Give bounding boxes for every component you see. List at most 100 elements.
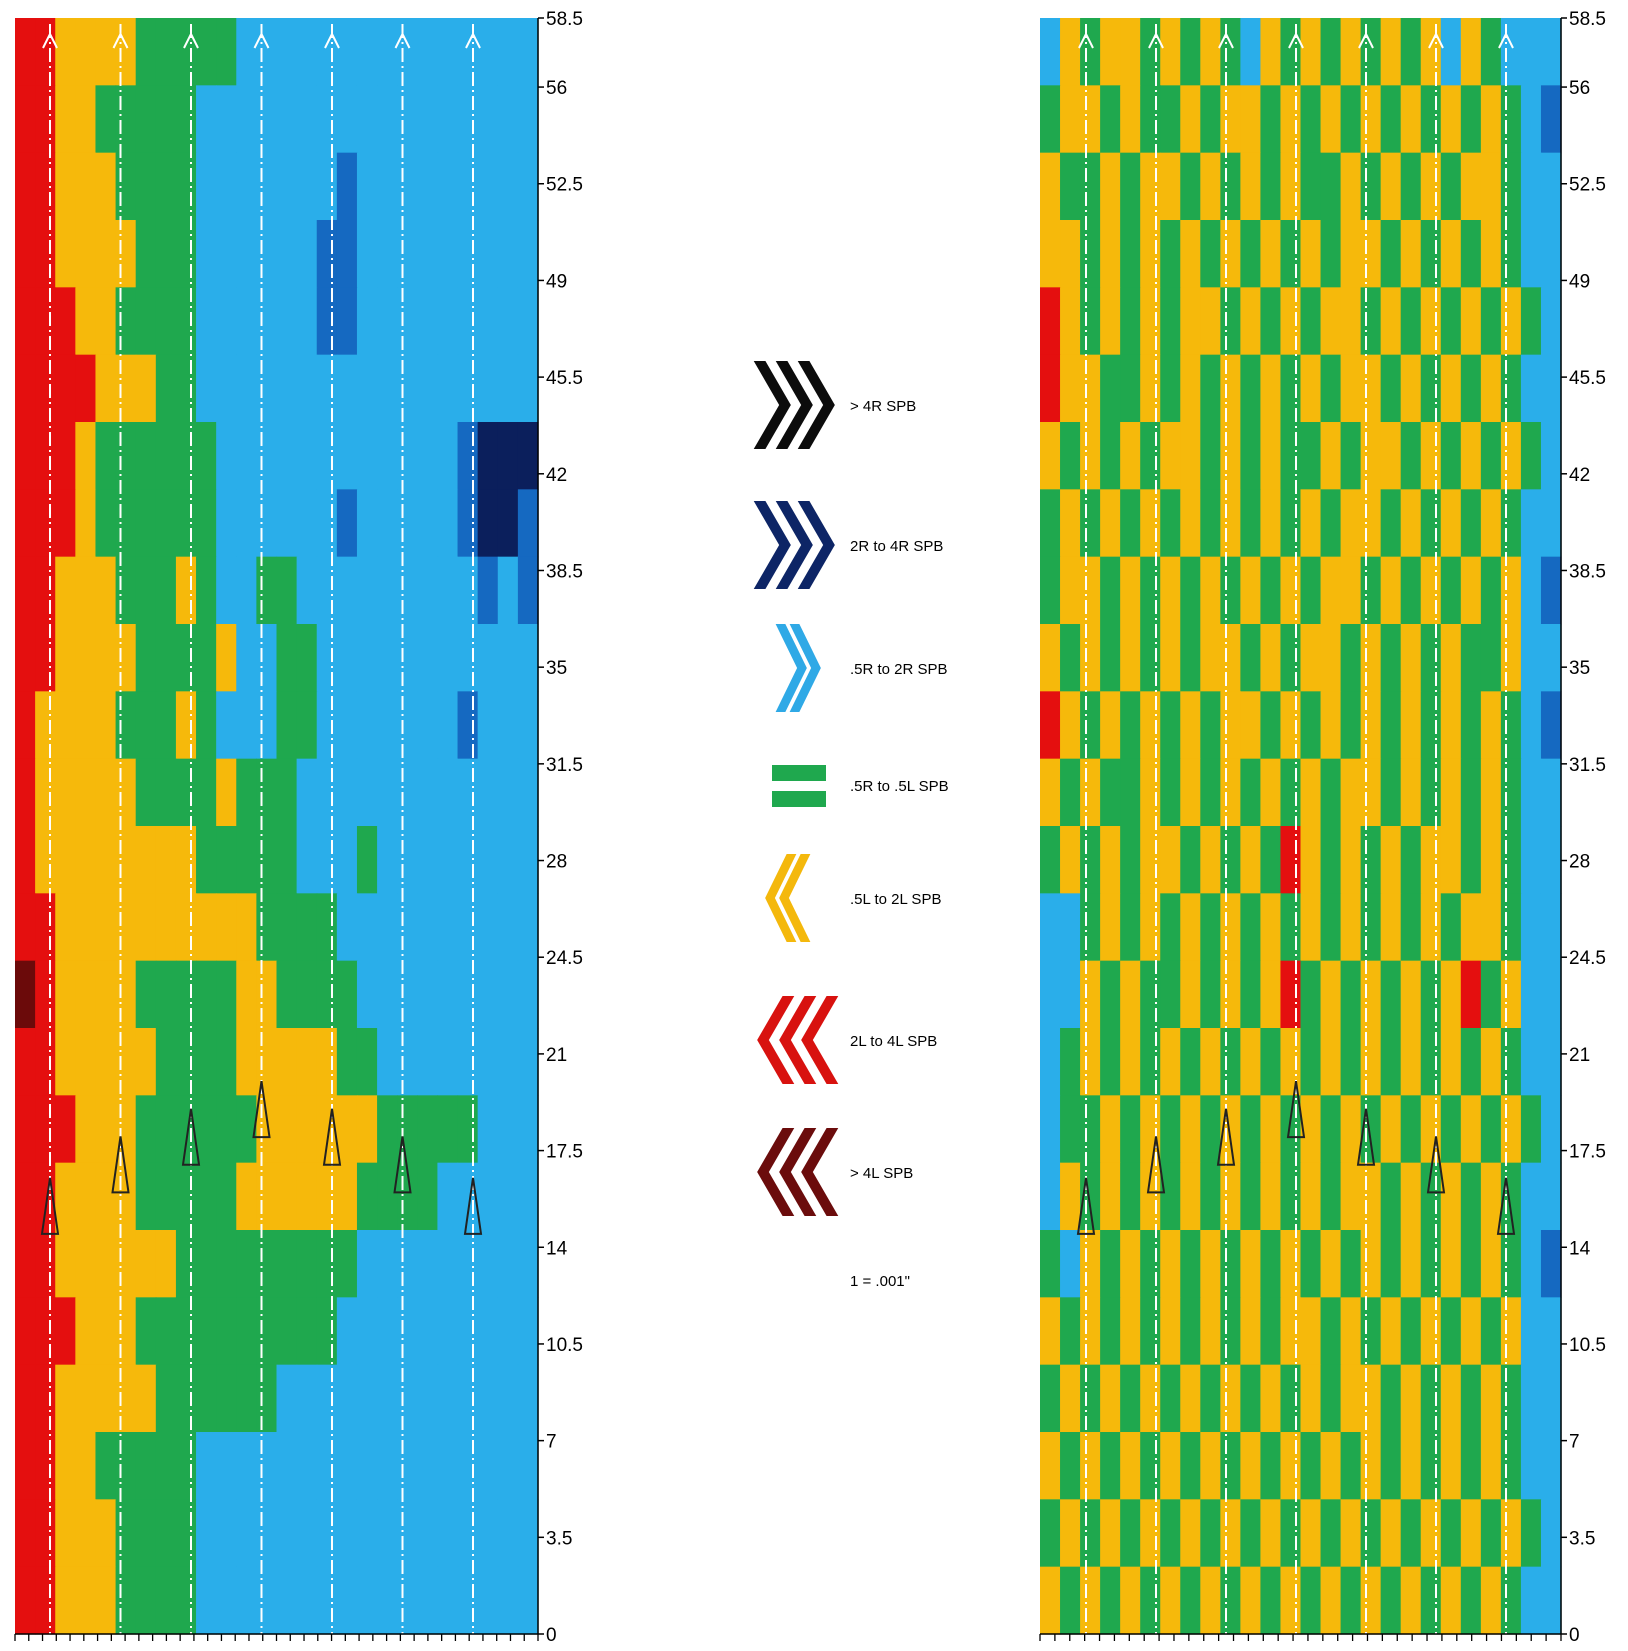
- heatmap-cell: [95, 960, 117, 1029]
- heatmap-cell: [1200, 893, 1221, 962]
- heatmap-cell: [1540, 1162, 1562, 1231]
- heatmap-cell: [497, 1095, 519, 1164]
- heatmap-cell: [517, 220, 539, 288]
- heatmap-cell: [276, 556, 298, 625]
- heatmap-cell: [196, 624, 217, 692]
- heatmap-cell: [256, 489, 278, 558]
- heatmap-cell: [377, 85, 398, 154]
- heatmap-cell: [276, 1566, 298, 1635]
- heatmap-cell: [1440, 422, 1462, 490]
- heatmap-cell: [1060, 354, 1081, 423]
- heatmap-cell: [256, 152, 278, 221]
- heatmap-cell: [1100, 624, 1121, 692]
- heatmap-cell: [256, 1297, 278, 1366]
- heatmap-cell: [1120, 691, 1141, 760]
- heatmap-cell: [1540, 287, 1562, 356]
- heatmap-cell: [15, 624, 36, 692]
- y-tick-label: 56: [546, 78, 567, 99]
- heatmap-cell: [457, 1095, 479, 1164]
- heatmap-cell: [1160, 1095, 1181, 1164]
- double-chevron-right-icon: [772, 622, 824, 714]
- heatmap-cell: [1440, 489, 1462, 558]
- heatmap-cell: [397, 960, 418, 1029]
- heatmap-cell: [1220, 1566, 1241, 1635]
- heatmap-cell: [457, 85, 479, 154]
- heatmap-cell: [1100, 1566, 1121, 1635]
- y-tick-label: 58.5: [546, 9, 583, 30]
- heatmap-cell: [457, 422, 479, 490]
- heatmap-cell: [457, 556, 479, 625]
- heatmap-cell: [437, 287, 459, 356]
- heatmap-cell: [155, 691, 177, 760]
- heatmap-cell: [1320, 1297, 1342, 1366]
- heatmap-cell: [397, 18, 418, 86]
- heatmap-cell: [1500, 152, 1522, 221]
- heatmap-cell: [276, 287, 298, 356]
- heatmap-cell: [296, 1499, 318, 1568]
- heatmap-cell: [1060, 220, 1081, 288]
- heatmap-cell: [1300, 826, 1322, 894]
- heatmap-cell: [1080, 960, 1101, 1029]
- heatmap-cell: [55, 422, 76, 490]
- heatmap-cell: [397, 556, 418, 625]
- heatmap-cell: [1220, 1028, 1241, 1096]
- heatmap-cell: [236, 18, 257, 86]
- heatmap-cell: [1060, 287, 1081, 356]
- heatmap-cell: [35, 1432, 56, 1500]
- heatmap-cell: [1280, 422, 1302, 490]
- heatmap-cell: [1100, 85, 1121, 154]
- heatmap-cell: [1340, 220, 1362, 288]
- heatmap-cell: [216, 1230, 237, 1298]
- heatmap-cell: [276, 758, 298, 827]
- heatmap-cell: [1200, 1364, 1221, 1433]
- heatmap-cell: [1300, 1432, 1322, 1500]
- heatmap-cell: [517, 489, 539, 558]
- heatmap-cell: [256, 1364, 278, 1433]
- heatmap-cell: [1120, 1162, 1141, 1231]
- heatmap-cell: [135, 758, 157, 827]
- heatmap-cell: [1480, 220, 1502, 288]
- heatmap-cell: [377, 220, 398, 288]
- heatmap-cell: [1540, 1230, 1562, 1298]
- heatmap-cell: [1300, 556, 1322, 625]
- heatmap-cell: [1300, 287, 1322, 356]
- heatmap-cell: [1320, 489, 1342, 558]
- heatmap-cell: [1400, 1028, 1422, 1096]
- heatmap-cell: [477, 220, 499, 288]
- legend-label: > 4R SPB: [850, 398, 916, 415]
- heatmap-cell: [1300, 624, 1322, 692]
- heatmap-cell: [1500, 691, 1522, 760]
- heatmap-cell: [256, 1230, 278, 1298]
- heatmap-cell: [1320, 1432, 1342, 1500]
- heatmap-cell: [1400, 624, 1422, 692]
- heatmap-cell: [1100, 556, 1121, 625]
- heatmap-cell: [1220, 624, 1241, 692]
- heatmap-cell: [316, 152, 338, 221]
- heatmap-cell: [1540, 85, 1562, 154]
- heatmap-cell: [1400, 960, 1422, 1029]
- heatmap-cell: [1160, 1028, 1181, 1096]
- heatmap-cell: [256, 624, 278, 692]
- heatmap-cell: [296, 826, 318, 894]
- heatmap-cell: [1440, 1028, 1462, 1096]
- heatmap-cell: [196, 1432, 217, 1500]
- heatmap-cell: [1180, 1162, 1201, 1231]
- heatmap-cell: [1360, 1499, 1382, 1568]
- heatmap-cell: [15, 1162, 36, 1231]
- heatmap-cell: [1480, 422, 1502, 490]
- heatmap-cell: [1100, 758, 1121, 827]
- heatmap-cell: [55, 489, 76, 558]
- heatmap-cell: [477, 85, 499, 154]
- heatmap-cell: [316, 1162, 338, 1231]
- heatmap-cell: [1420, 287, 1442, 356]
- heatmap-cell: [1160, 1364, 1181, 1433]
- heatmap-cell: [377, 422, 398, 490]
- heatmap-cell: [1120, 489, 1141, 558]
- heatmap-cell: [1060, 893, 1081, 962]
- heatmap-cell: [336, 826, 358, 894]
- heatmap-cell: [497, 152, 519, 221]
- heatmap-cell: [55, 1432, 76, 1500]
- heatmap-cell: [1220, 556, 1241, 625]
- marker-lines: [1076, 24, 1516, 1634]
- heatmap-cell: [1040, 1162, 1061, 1231]
